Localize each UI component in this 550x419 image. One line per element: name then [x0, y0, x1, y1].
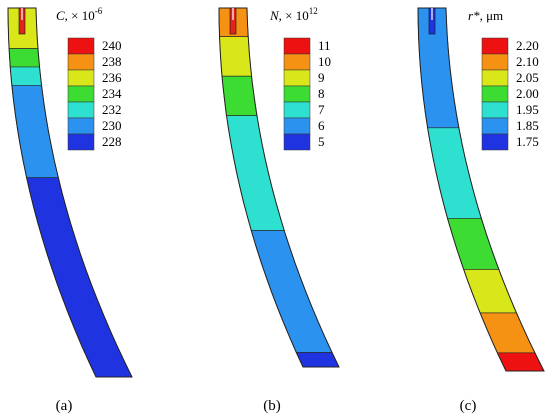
legend-value: 236 [102, 70, 122, 85]
legend-swatch [283, 37, 311, 55]
legend-swatch [283, 133, 311, 151]
legend-value: 9 [318, 70, 325, 85]
legend-swatch [481, 101, 509, 119]
legend-title: r*, μm [468, 8, 503, 23]
legend-value: 6 [318, 118, 325, 133]
band-outline [218, 7, 340, 368]
legend-value: 240 [102, 38, 122, 53]
legend-swatch [67, 85, 95, 103]
legend-swatch [67, 53, 95, 71]
legend-value: 1.95 [516, 102, 539, 117]
panel-caption: (a) [56, 398, 73, 414]
legend-value: 2.05 [516, 70, 539, 85]
legend-value: 7 [318, 102, 325, 117]
contour-band-1 [7, 7, 133, 378]
legend-swatch [283, 101, 311, 119]
legend-swatch [481, 85, 509, 103]
legend-value: 10 [318, 54, 331, 69]
legend-value: 8 [318, 86, 325, 101]
legend-swatch [67, 101, 95, 119]
legend-swatch [67, 117, 95, 135]
legend-swatch [283, 53, 311, 71]
legend-value: 234 [102, 86, 122, 101]
legend-swatch [481, 53, 509, 71]
contour-band-3 [417, 7, 545, 372]
legend-swatch [481, 69, 509, 87]
legend-value: 2.20 [516, 38, 539, 53]
band-slice [26, 177, 133, 378]
band-outline [7, 7, 133, 378]
legend-swatch [481, 133, 509, 151]
contour-band-2 [218, 7, 340, 368]
band-outline [417, 7, 545, 372]
band-slice [250, 230, 333, 353]
legend-title: C, × 10-6 [56, 6, 103, 23]
legend-swatch [283, 69, 311, 87]
legend-swatch [67, 37, 95, 55]
legend-swatch [481, 117, 509, 135]
panel-caption: (c) [460, 398, 477, 414]
legend-value: 228 [102, 134, 122, 149]
legend-3: r*, μm 2.202.102.052.001.951.851.75 [468, 8, 539, 151]
panel-caption: (b) [263, 398, 281, 414]
legend-value: 238 [102, 54, 122, 69]
legend-value: 1.75 [516, 134, 539, 149]
legend-swatch [67, 69, 95, 87]
band-slice [417, 7, 460, 129]
legend-value: 2.00 [516, 86, 539, 101]
legend-value: 11 [318, 38, 331, 53]
band-slice [219, 36, 252, 77]
band-slice [10, 66, 42, 86]
legend-value: 5 [318, 134, 325, 149]
legend-swatch [481, 37, 509, 55]
band-slice [8, 48, 40, 68]
legend-value: 2.10 [516, 54, 539, 69]
legend-title: N, × 1012 [269, 6, 318, 23]
legend-value: 232 [102, 102, 122, 117]
legend-value: 230 [102, 118, 122, 133]
legend-swatch [283, 117, 311, 135]
legend-swatch [283, 85, 311, 103]
legend-swatch [67, 133, 95, 151]
legend-value: 1.85 [516, 118, 539, 133]
band-slice [427, 127, 482, 219]
band-slice [11, 85, 59, 178]
band-slice [226, 115, 285, 231]
